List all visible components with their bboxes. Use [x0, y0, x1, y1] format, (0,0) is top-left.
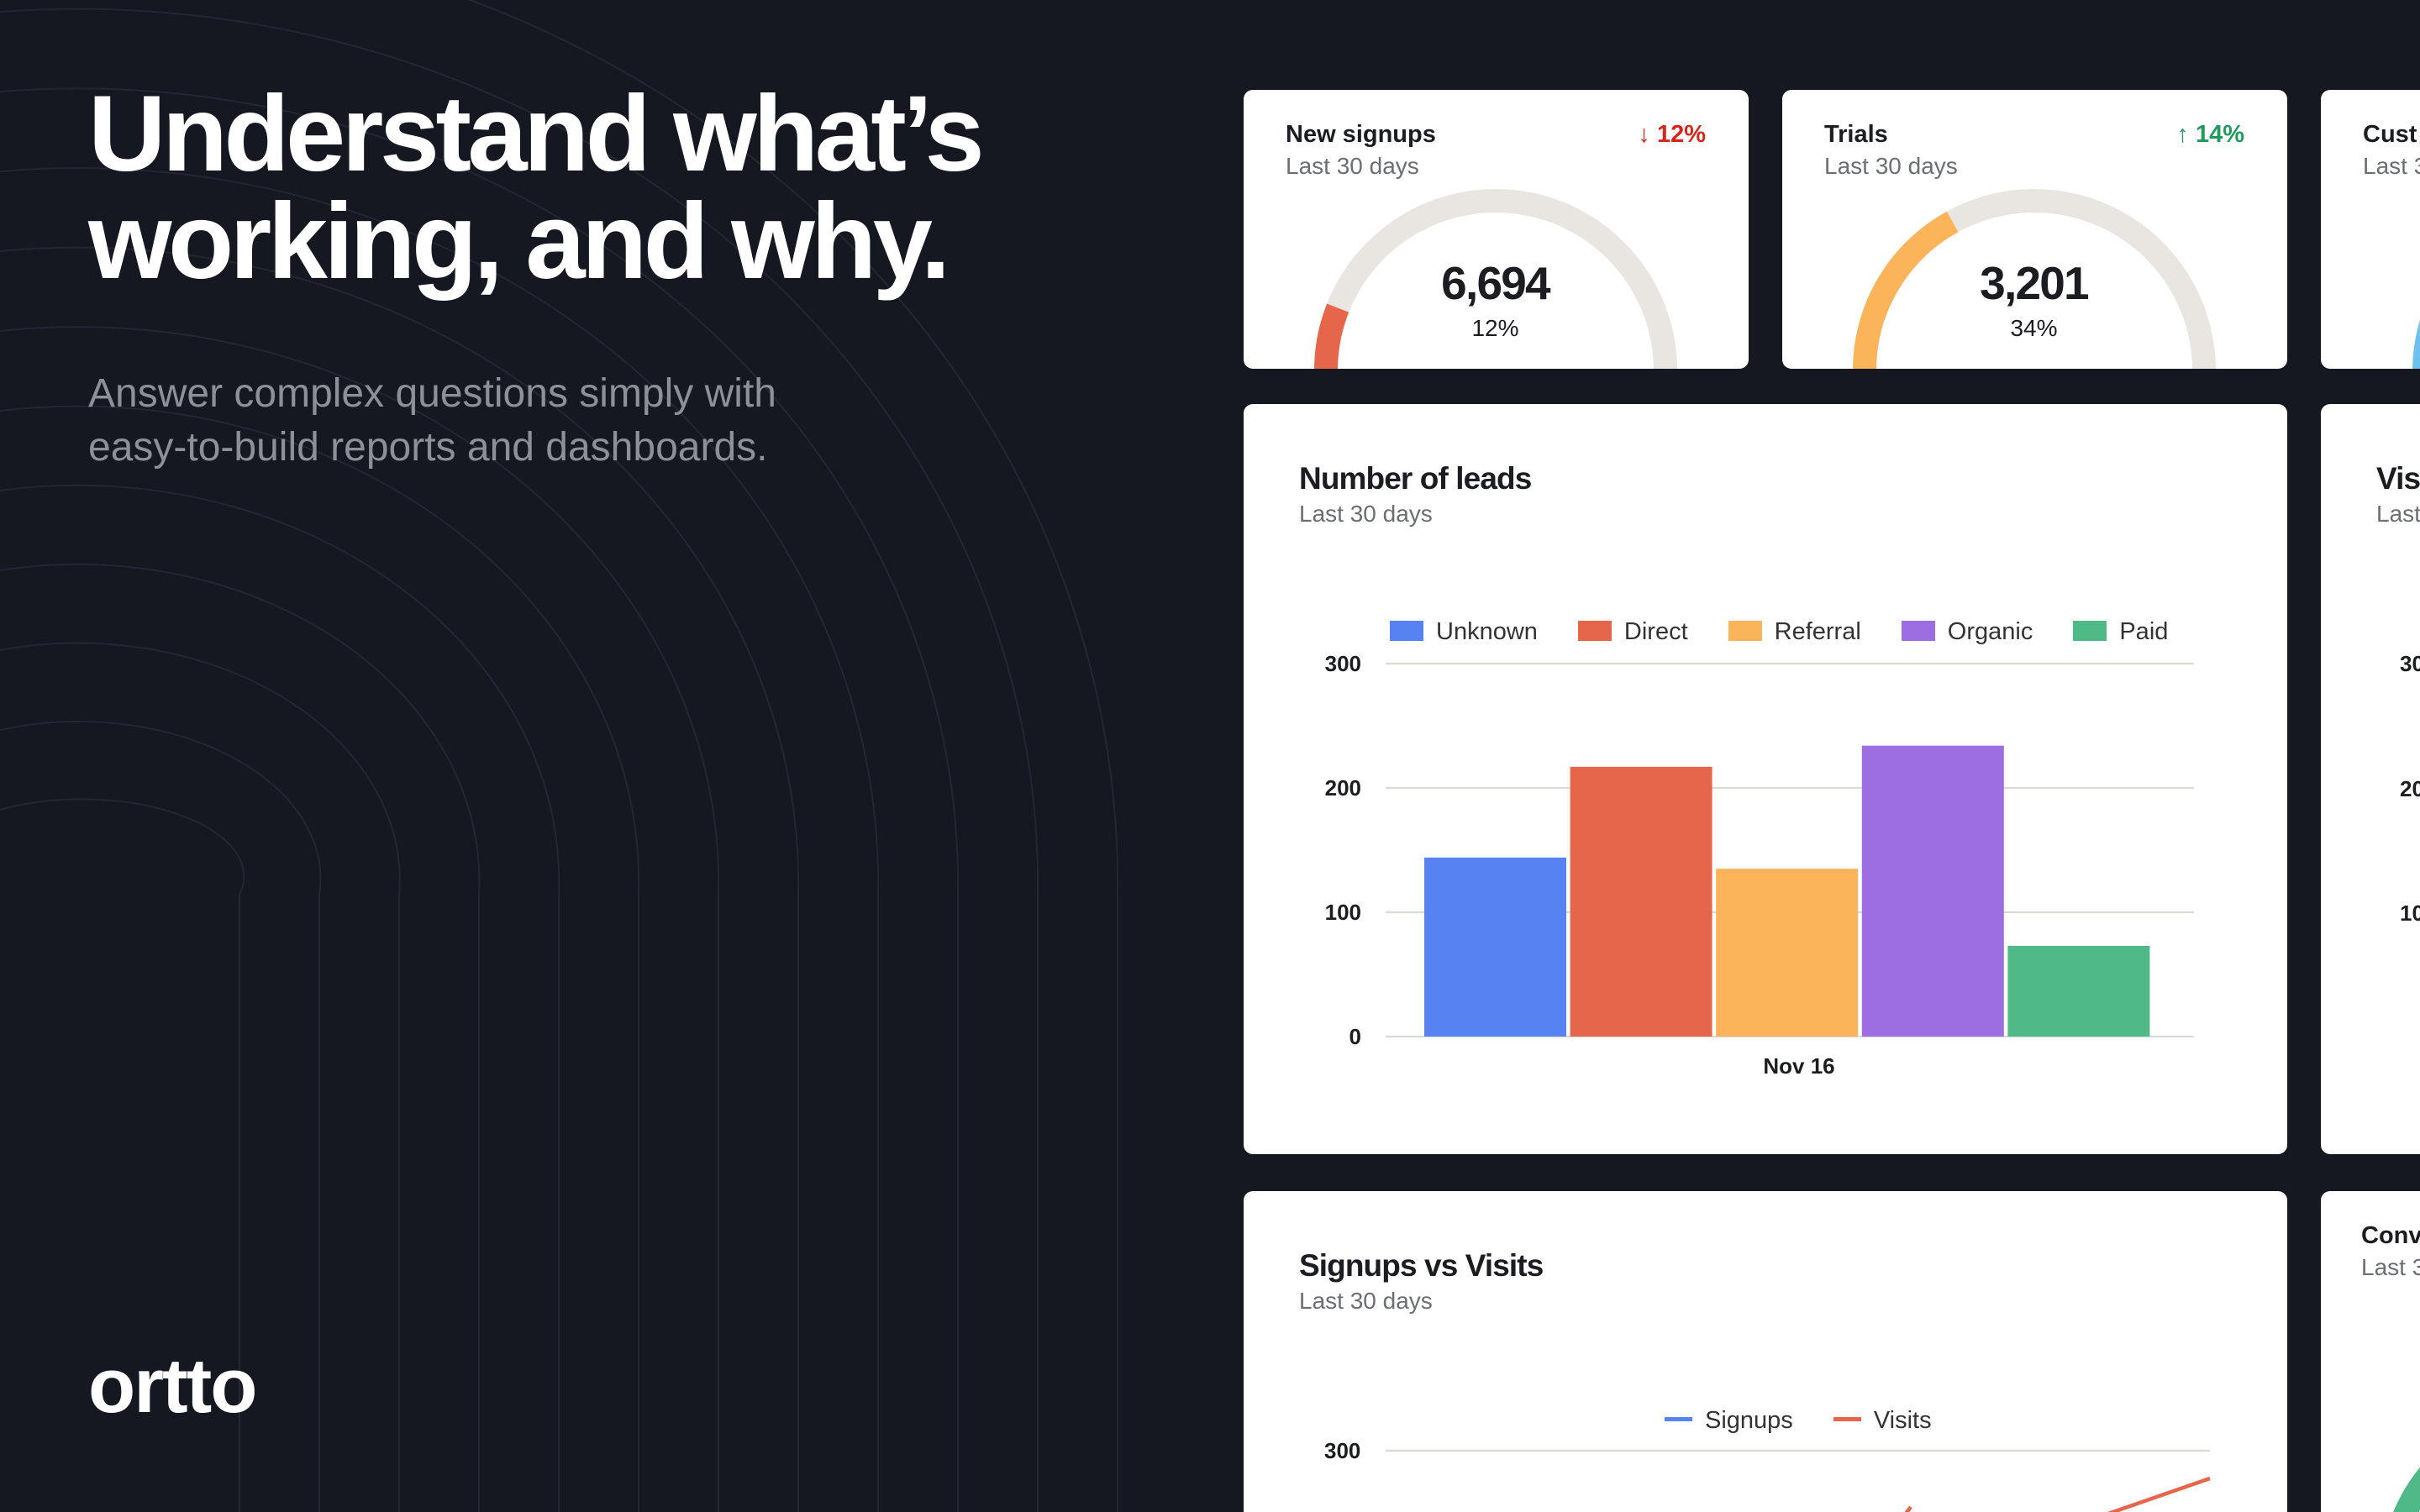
background-arc	[0, 167, 880, 1512]
y-tick-label: 300	[1325, 651, 1361, 676]
visits-line-segment	[1904, 1505, 1912, 1512]
card-title: New signups	[1286, 121, 1436, 148]
legend-swatch	[2073, 621, 2107, 641]
card-title: Number of leads	[1299, 461, 1532, 496]
leads-chart-card[interactable]: Number of leads Last 30 days Unknown Dire…	[1244, 404, 2287, 1154]
legend-label: Direct	[1623, 618, 1688, 645]
card-subtitle: Last 3	[2361, 1254, 2420, 1280]
line-chart	[1386, 1449, 2211, 1512]
legend-swatch	[1833, 1417, 1861, 1421]
legend-item-unknown: Unknown	[1390, 618, 1538, 646]
background-arc	[467, 0, 1119, 1512]
gauge-track	[1853, 189, 2216, 369]
legend-swatch	[1728, 621, 1762, 641]
card-subtitle: Last 30 days	[1824, 153, 1958, 179]
visits-line	[2107, 1476, 2211, 1512]
card-title: Signups vs Visits	[1299, 1248, 1544, 1283]
background-arc	[0, 642, 401, 1512]
gauge	[1314, 189, 1677, 369]
card-title: Conv	[2361, 1222, 2420, 1249]
stat-value: 3,201	[1980, 257, 2089, 309]
card-subtitle: Last 30 days	[1286, 153, 1419, 179]
background-arc	[0, 246, 800, 1512]
legend-item-referral: Referral	[1728, 618, 1861, 646]
stat-card-customers[interactable]: Cust Last 3	[2321, 90, 2420, 369]
bar-paid	[2007, 945, 2150, 1037]
background-arc	[0, 8, 1039, 1512]
background-arc	[0, 405, 640, 1512]
card-subtitle: Last	[2376, 501, 2420, 527]
gauge	[2412, 320, 2420, 369]
legend-swatch	[1665, 1417, 1692, 1421]
conversion-card[interactable]: Conv Last 3	[2321, 1191, 2420, 1512]
gauge-fill	[2393, 1467, 2420, 1512]
gauge	[1853, 189, 2216, 369]
gauge-fill	[1314, 303, 1349, 369]
gauge-track	[1314, 189, 1677, 369]
legend-label: Signups	[1705, 1407, 1793, 1434]
y-tick: 30	[2400, 651, 2420, 676]
legend-swatch	[1577, 621, 1612, 641]
legend-label: Paid	[2119, 618, 2169, 645]
background-arc	[0, 87, 960, 1512]
background-arc	[0, 720, 322, 1512]
background-arc	[0, 563, 481, 1512]
legend-swatch	[1901, 621, 1935, 641]
y-tick: 300	[1324, 1438, 1361, 1463]
card-subtitle: Last 30 days	[1299, 501, 1433, 527]
bar-referral	[1716, 869, 1859, 1037]
gauge-fill	[1853, 211, 1959, 369]
y-tick-label: 0	[1349, 1024, 1361, 1049]
legend-item-paid: Paid	[2073, 618, 2168, 646]
background-arc	[0, 484, 560, 1512]
legend-item-visits: Visits	[1833, 1407, 1932, 1435]
legend-label: Organic	[1947, 618, 2033, 645]
card-title: Trials	[1824, 121, 1888, 148]
legend-swatch	[1390, 621, 1423, 641]
x-tick-label: Nov 16	[1763, 1053, 1834, 1079]
bar-organic	[1861, 745, 2004, 1037]
y-tick: 20	[2400, 776, 2420, 801]
chart-legend: Unknown Direct Referral Organic Paid	[1390, 618, 2168, 646]
chart-legend: Signups Visits	[1665, 1407, 1932, 1435]
stat-card-new-signups[interactable]: New signups Last 30 days ↓ 12% 6,694 12%	[1244, 90, 1749, 369]
bar-unknown	[1424, 857, 1566, 1037]
bar-direct	[1570, 766, 1712, 1037]
stat-percent: 12%	[1471, 315, 1519, 341]
y-tick: 10	[2400, 900, 2420, 926]
legend-item-direct: Direct	[1577, 618, 1688, 646]
subheadline: Answer complex questions simply with eas…	[88, 371, 776, 470]
ortto-logo: ortto	[88, 1343, 257, 1429]
y-tick-label: 100	[1325, 900, 1361, 925]
y-tick-label: 200	[1325, 775, 1361, 801]
delta-badge: ↑ 14%	[2176, 121, 2244, 148]
gauge	[2393, 1467, 2420, 1512]
card-title: Cust	[2363, 121, 2417, 148]
visits-chart-card[interactable]: Vis Last 30 20 10	[2321, 404, 2420, 1154]
bar-chart: 0 100 200 300 Nov 16	[1325, 651, 2194, 1079]
legend-label: Referral	[1774, 618, 1861, 645]
stat-percent: 34%	[2010, 315, 2058, 341]
stat-card-trials[interactable]: Trials Last 30 days ↑ 14% 3,201 34%	[1782, 90, 2287, 369]
legend-label: Visits	[1873, 1407, 1932, 1434]
card-subtitle: Last 30 days	[1299, 1288, 1433, 1314]
background-arcs	[0, 0, 1119, 1512]
card-subtitle: Last 3	[2363, 153, 2420, 179]
legend-item-organic: Organic	[1901, 618, 2033, 646]
headline: Understand what’s working, and why.	[88, 74, 985, 302]
background-arc	[0, 326, 720, 1512]
signups-visits-card[interactable]: Signups vs Visits Last 30 days Signups V…	[1244, 1191, 2287, 1512]
stat-value: 6,694	[1441, 257, 1550, 309]
legend-item-signups: Signups	[1665, 1407, 1793, 1435]
delta-badge: ↓ 12%	[1638, 121, 1706, 148]
card-title: Vis	[2376, 461, 2420, 496]
legend-label: Unknown	[1436, 618, 1538, 645]
background-arc	[0, 798, 245, 1512]
